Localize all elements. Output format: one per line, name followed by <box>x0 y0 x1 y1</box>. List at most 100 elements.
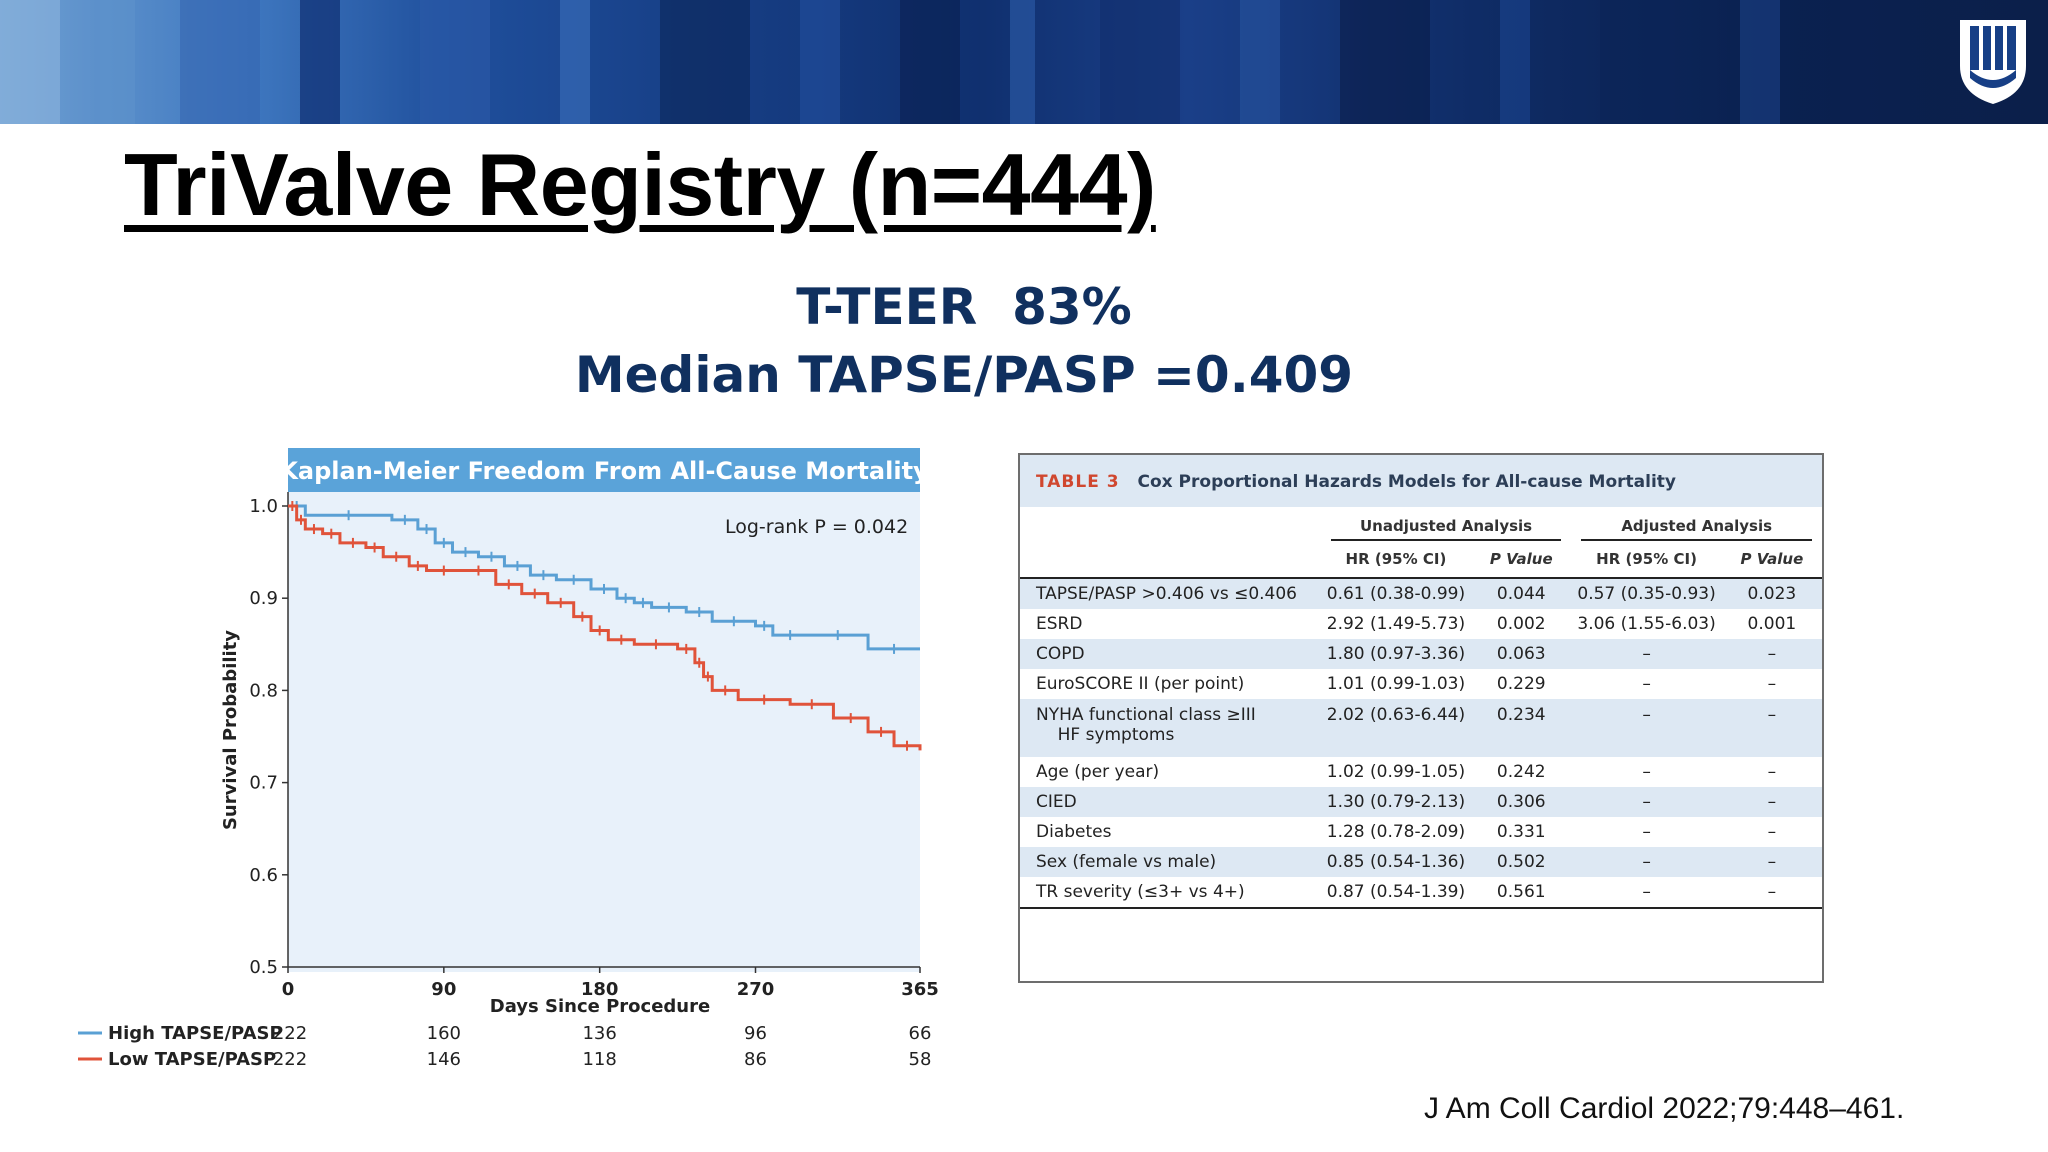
table-cell: – <box>1721 639 1822 669</box>
table-cell: – <box>1571 787 1722 817</box>
cox-table: TABLE 3 Cox Proportional Hazards Models … <box>1018 453 1824 983</box>
table-cell: 0.85 (0.54-1.36) <box>1320 847 1472 877</box>
table-cell: 2.02 (0.63-6.44) <box>1320 699 1472 757</box>
y-tick-label: 0.8 <box>249 680 278 701</box>
table-cell: 3.06 (1.55-6.03) <box>1577 614 1716 634</box>
table-cell: – <box>1721 847 1822 877</box>
table-header: TABLE 3 Cox Proportional Hazards Models … <box>1020 455 1822 507</box>
row-label: Diabetes <box>1036 822 1112 842</box>
x-axis-label: Days Since Procedure <box>490 996 710 1017</box>
university-shield-icon <box>1960 20 2026 104</box>
group-adjusted: Adjusted Analysis <box>1581 517 1812 541</box>
table-label: TABLE 3 <box>1036 472 1120 492</box>
row-label: CIED <box>1020 787 1321 817</box>
slide-title: TriValve Registry (n=444) <box>124 135 1156 234</box>
row-label: TAPSE/PASP >0.406 vs ≤0.406 <box>1020 578 1321 609</box>
y-axis-label: Survival Probability <box>220 630 241 830</box>
table-cell: – <box>1721 877 1822 909</box>
column-header: P Value <box>1471 541 1572 579</box>
table-cell: 0.044 <box>1471 578 1572 609</box>
row-label: ESRD <box>1036 614 1083 634</box>
table-row: TAPSE/PASP >0.406 vs ≤0.406 0.61 (0.38-0.… <box>1020 578 1822 609</box>
at-risk-count: 160 <box>427 1023 461 1044</box>
table-cell: 0.234 <box>1471 699 1572 757</box>
y-tick-label: 1.0 <box>249 496 278 517</box>
y-axis-group: 0.5 0.6 0.7 0.8 0.9 1.0 <box>249 496 288 978</box>
table-cell: 0.001 <box>1747 614 1797 634</box>
y-tick-label: 0.9 <box>249 588 278 609</box>
table-cell: – <box>1721 787 1822 817</box>
subtitle-median: Median TAPSE/PASP =0.409 <box>574 346 1354 404</box>
group-unadjusted: Unadjusted Analysis <box>1330 517 1562 541</box>
table-row: TR severity (≤3+ vs 4+) 0.87 (0.54-1.39) 0… <box>1020 877 1822 909</box>
x-tick-label: 90 <box>431 979 456 1000</box>
x-tick-label: 270 <box>737 979 775 1000</box>
at-risk-count: 146 <box>427 1049 461 1070</box>
at-risk-count: 118 <box>582 1049 616 1070</box>
x-axis-group: 0 90 180 270 365 <box>282 967 939 1000</box>
table-cell: 0.306 <box>1471 787 1572 817</box>
table-cell: 0.331 <box>1496 822 1546 842</box>
table-cell: – <box>1642 674 1651 694</box>
table-cell: 0.57 (0.35-0.93) <box>1571 578 1722 609</box>
table-row: ESRD 2.92 (1.49-5.73) 0.002 3.06 (1.55-6.03… <box>1020 609 1822 639</box>
table-cell: 0.002 <box>1496 614 1546 634</box>
table-cell: 0.61 (0.38-0.99) <box>1320 578 1472 609</box>
legend-label-low: Low TAPSE/PASP <box>108 1049 276 1070</box>
table-cell: 0.229 <box>1496 674 1546 694</box>
table-cell: 0.023 <box>1721 578 1822 609</box>
at-risk-count: 58 <box>909 1049 932 1070</box>
table-body: TAPSE/PASP >0.406 vs ≤0.406 0.61 (0.38-0.… <box>1020 578 1822 909</box>
table-cell: 2.92 (1.49-5.73) <box>1326 614 1466 634</box>
table-cell: – <box>1721 699 1822 757</box>
header-banner <box>0 0 2048 124</box>
table-cell: – <box>1571 877 1722 909</box>
column-header: HR (95% CI) <box>1320 541 1472 579</box>
y-tick-label: 0.6 <box>249 865 278 886</box>
table-cell: – <box>1571 847 1722 877</box>
table-cell: 0.063 <box>1471 639 1572 669</box>
at-risk-count: 66 <box>909 1023 932 1044</box>
at-risk-count: 136 <box>582 1023 616 1044</box>
km-chart: Kaplan-Meier Freedom From All-Cause Mort… <box>78 448 939 1070</box>
at-risk-count: 222 <box>273 1049 307 1070</box>
km-header-bar <box>288 448 920 492</box>
table-cell: – <box>1642 762 1651 782</box>
table-cell: 1.01 (0.99-1.03) <box>1326 674 1466 694</box>
logrank-annotation: Log-rank P = 0.042 <box>725 516 908 538</box>
subtitle-t-teer: T-TEER 83% <box>796 278 1132 336</box>
hazards-table: Unadjusted Analysis Adjusted Analysis HR… <box>1020 507 1822 909</box>
table-cell: 1.30 (0.79-2.13) <box>1320 787 1472 817</box>
table-cell: 1.02 (0.99-1.05) <box>1326 762 1466 782</box>
x-tick-label: 0 <box>282 979 295 1000</box>
plot-area <box>288 492 920 972</box>
row-label: COPD <box>1020 639 1321 669</box>
table-row: Sex (female vs male) 0.85 (0.54-1.36) 0.50… <box>1020 847 1822 877</box>
at-risk-count: 222 <box>273 1023 307 1044</box>
table-cell: – <box>1642 822 1651 842</box>
column-header <box>1020 541 1321 579</box>
table-cell: – <box>1571 639 1722 669</box>
table-row: COPD 1.80 (0.97-3.36) 0.063– – <box>1020 639 1822 669</box>
table-cell: 0.87 (0.54-1.39) <box>1320 877 1472 909</box>
column-headers: HR (95% CI) P Value HR (95% CI) P Value <box>1020 541 1822 579</box>
table-cell: 1.80 (0.97-3.36) <box>1320 639 1472 669</box>
row-label: TR severity (≤3+ vs 4+) <box>1020 877 1321 909</box>
row-label: NYHA functional class ≥III HF symptoms <box>1020 699 1321 757</box>
table-cell: 0.502 <box>1471 847 1572 877</box>
at-risk-table: High TAPSE/PASP Low TAPSE/PASP 222 160 136… <box>78 1023 931 1070</box>
table-cell: 0.242 <box>1496 762 1546 782</box>
table-cell: – <box>1571 699 1722 757</box>
table-cell: – <box>1767 674 1777 694</box>
at-risk-count: 86 <box>744 1049 767 1070</box>
x-tick-label: 180 <box>581 979 619 1000</box>
table-row: Age (per year) 1.02 (0.99-1.05) 0.242 – – <box>1020 757 1822 787</box>
table-cell: – <box>1767 822 1777 842</box>
column-header: HR (95% CI) <box>1571 541 1722 579</box>
table-row: CIED 1.30 (0.79-2.13) 0.306– – <box>1020 787 1822 817</box>
table-row: EuroSCORE II (per point) 1.01 (0.99-1.03)… <box>1020 669 1822 699</box>
table-caption: Cox Proportional Hazards Models for All-… <box>1137 472 1676 492</box>
table-cell: 0.561 <box>1471 877 1572 909</box>
table-cell: – <box>1767 762 1777 782</box>
y-tick-label: 0.7 <box>249 773 278 794</box>
